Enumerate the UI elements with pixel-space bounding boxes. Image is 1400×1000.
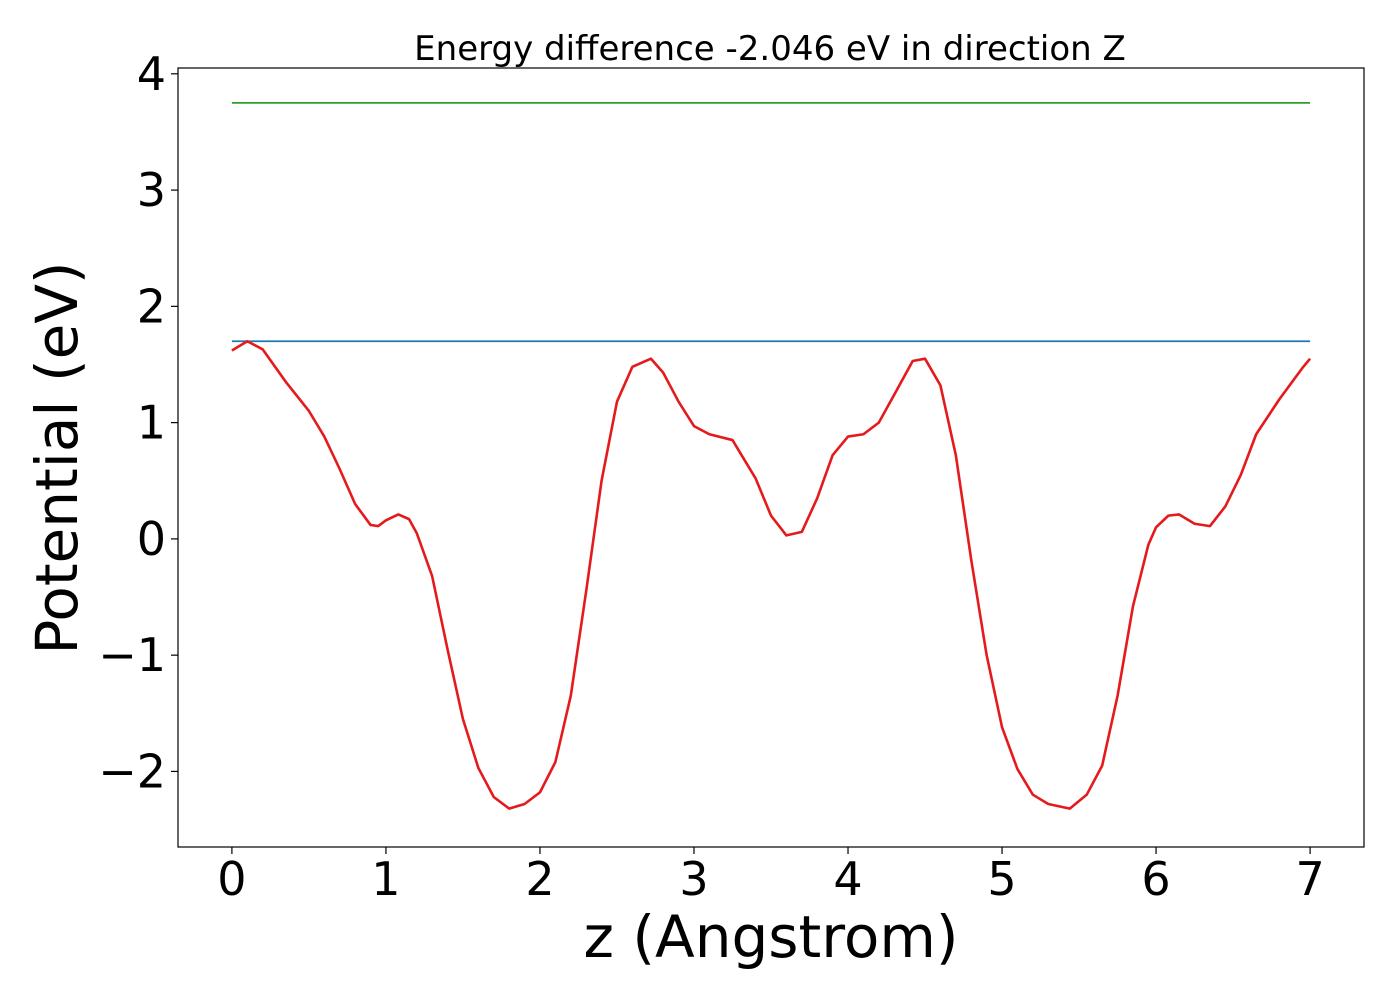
x-tick-label: 1	[371, 852, 400, 906]
y-axis-ticks: −2 −1 0 1 2 3 4	[98, 47, 178, 798]
x-tick-label: 7	[1295, 852, 1324, 906]
x-tick-label: 6	[1141, 852, 1170, 906]
x-axis-ticks: 0 1 2 3 4 5 6 7	[217, 847, 1325, 906]
x-tick-label: 3	[679, 852, 708, 906]
x-tick-label: 4	[833, 852, 862, 906]
plot-frame	[177, 67, 1365, 848]
y-tick-label: −1	[98, 628, 166, 682]
series-line-2	[231, 339, 1312, 810]
y-axis-label: Potential (eV)	[23, 261, 91, 654]
y-tick-label: 4	[137, 47, 166, 101]
y-tick-label: −2	[98, 744, 166, 798]
x-axis-label: z (Angstrom)	[584, 903, 959, 971]
y-tick-label: 0	[137, 512, 166, 566]
chart-title: Energy difference -2.046 eV in direction…	[414, 29, 1126, 69]
y-tick-label: 2	[137, 279, 166, 333]
y-tick-label: 1	[137, 396, 166, 450]
x-tick-label: 2	[525, 852, 554, 906]
series-layer	[231, 101, 1312, 810]
x-tick-label: 0	[217, 852, 246, 906]
x-tick-label: 5	[987, 852, 1016, 906]
y-tick-label: 3	[137, 163, 166, 217]
